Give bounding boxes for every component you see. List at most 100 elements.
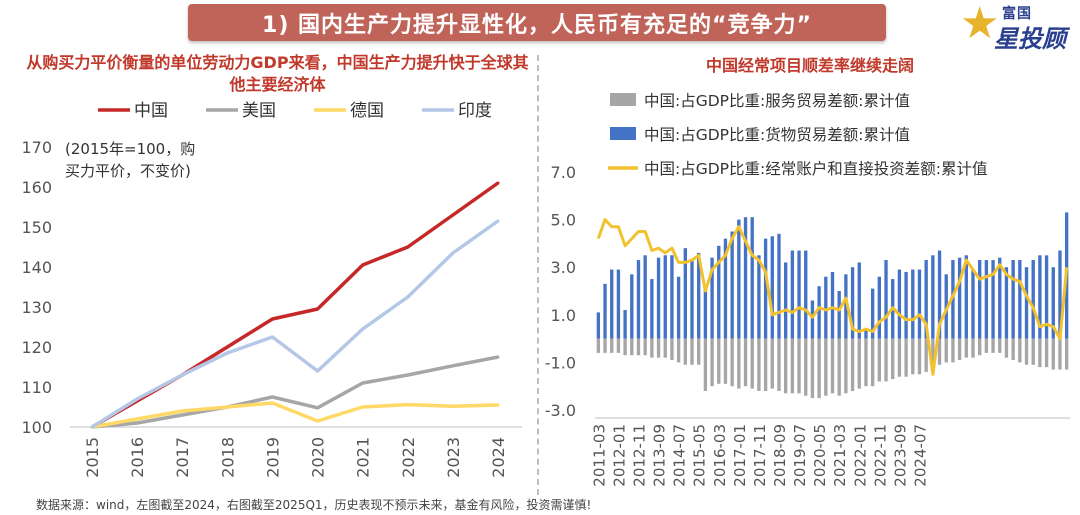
goods-bar	[844, 274, 848, 339]
x-tick-label: 2015	[83, 437, 102, 478]
services-bar	[737, 338, 741, 389]
data-point	[270, 335, 274, 339]
goods-bar	[1031, 260, 1035, 339]
goods-bar	[1011, 260, 1015, 339]
data-point	[90, 425, 94, 429]
legend-label: 中国:占GDP比重:货物贸易差额:累计值	[644, 126, 910, 144]
x-tick-label: 2017-01	[731, 424, 749, 487]
goods-bar	[616, 269, 621, 339]
services-bar	[864, 338, 868, 387]
goods-bar	[797, 250, 801, 339]
x-tick-label: 2014-07	[671, 424, 689, 487]
goods-bar	[810, 300, 815, 339]
y-tick-label: 3.0	[551, 258, 576, 277]
legend-label: 中国:占GDP比重:经常账户和直接投资差额:累计值	[644, 160, 987, 178]
data-point	[496, 355, 500, 359]
services-bar	[957, 338, 962, 361]
goods-bar	[1058, 250, 1062, 339]
data-point	[316, 419, 320, 423]
services-bar	[937, 338, 942, 365]
left-chart-title: 从购买力平价衡量的单位劳动力GDP来看，中国生产力提升快于全球其他主要经济体	[26, 53, 529, 94]
goods-bar	[743, 217, 748, 339]
services-bar	[656, 338, 661, 358]
data-point	[496, 403, 500, 407]
legend-label: 中国	[134, 101, 168, 121]
legend-swatch	[610, 127, 636, 140]
services-bar	[844, 338, 848, 394]
goods-bar	[697, 252, 701, 339]
series-line-德国	[91, 401, 499, 429]
y-tick-label: -1.0	[545, 353, 576, 372]
data-point	[316, 406, 320, 410]
goods-bar	[750, 217, 754, 339]
goods-bar	[723, 238, 728, 339]
data-point	[270, 401, 274, 405]
y-tick-label: 5.0	[551, 211, 576, 230]
goods-bar	[964, 255, 968, 339]
services-bar	[783, 338, 788, 394]
x-tick-label: 2018-09	[771, 424, 789, 487]
data-point	[180, 373, 184, 377]
data-point	[225, 405, 229, 409]
services-bar	[663, 338, 667, 358]
goods-bar	[1018, 260, 1022, 339]
services-bar	[1018, 338, 1022, 363]
data-point	[451, 251, 455, 255]
services-bar	[924, 338, 928, 372]
data-point	[361, 263, 365, 267]
goods-bar	[763, 238, 768, 339]
x-tick-label: 2012-01	[610, 424, 628, 487]
x-tick-label: 2019	[263, 437, 282, 478]
services-bar	[951, 338, 955, 363]
goods-bar	[1024, 267, 1029, 339]
goods-bar	[991, 260, 995, 339]
legend-label: 美国	[242, 101, 276, 121]
legend-label: 中国:占GDP比重:服务贸易差额:累计值	[644, 92, 910, 110]
x-tick-label: 2012-11	[630, 424, 648, 487]
data-point	[361, 327, 365, 331]
series-line-美国	[91, 355, 499, 429]
source-note: 数据来源：wind，左图截至2024，右图截至2025Q1，历史表现不预示未来，…	[36, 498, 592, 512]
note-line: 买力平价，不变价)	[65, 162, 191, 180]
logo-line1: 富国	[1002, 6, 1032, 22]
y-tick-label: 1.0	[551, 306, 576, 325]
x-tick-label: 2023	[444, 437, 463, 478]
goods-bar	[937, 250, 942, 339]
y-tick-label: 130	[21, 298, 52, 317]
goods-bar	[610, 269, 614, 339]
goods-bar	[884, 260, 888, 339]
goods-bar	[777, 233, 781, 339]
data-point	[451, 364, 455, 368]
goods-bar	[857, 262, 861, 339]
x-tick-label: 2021-03	[831, 424, 849, 487]
left-chart-note: (2015年=100，购 买力平价，不变价)	[65, 138, 195, 182]
services-bar	[697, 338, 701, 365]
goods-bar	[850, 267, 855, 339]
goods-bar	[737, 219, 741, 339]
x-tick-label: 2023-09	[891, 424, 909, 487]
services-bar	[1031, 338, 1035, 365]
services-bar	[603, 338, 607, 353]
services-bar	[650, 338, 654, 358]
goods-bar	[904, 271, 908, 339]
services-bar	[917, 338, 922, 375]
data-point	[135, 421, 139, 425]
goods-bar	[703, 286, 708, 339]
goods-bar	[817, 286, 821, 339]
goods-bar	[1051, 267, 1055, 339]
data-point	[406, 403, 410, 407]
y-tick-label: 170	[21, 138, 52, 157]
services-bar	[610, 338, 614, 353]
x-tick-label: 2015-05	[691, 424, 709, 487]
goods-bar	[998, 257, 1002, 339]
goods-bar	[864, 329, 868, 339]
data-point	[270, 395, 274, 399]
services-bar	[797, 338, 801, 394]
goods-bar	[643, 255, 647, 339]
data-point	[135, 397, 139, 401]
goods-bar	[630, 274, 634, 339]
services-bar	[810, 338, 815, 399]
goods-bar	[897, 269, 902, 339]
services-bar	[676, 338, 681, 363]
services-bar	[1004, 338, 1009, 358]
